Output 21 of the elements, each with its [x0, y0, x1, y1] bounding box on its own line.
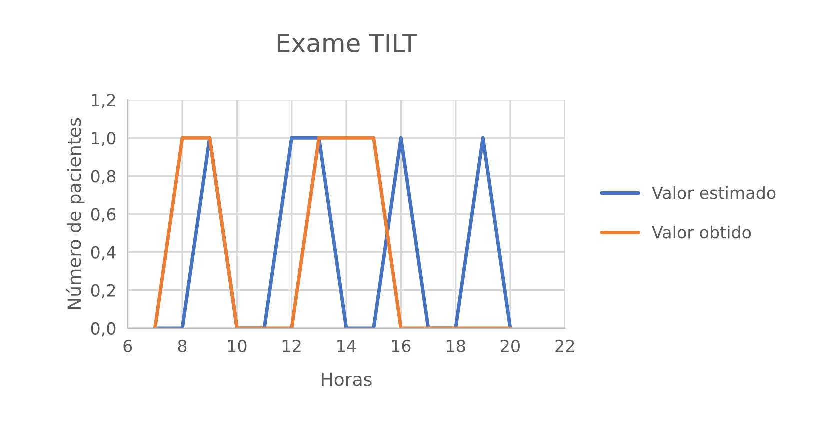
chart-title: Exame TILT — [278, 34, 418, 53]
x-tick-label: 12 — [283, 340, 301, 352]
x-tick-label: 8 — [178, 340, 187, 352]
x-tick-label: 6 — [124, 340, 132, 352]
y-tick-label: 1,0 — [92, 132, 116, 146]
y-tick-label: 0,8 — [91, 170, 116, 184]
y-tick-label: 0,0 — [91, 322, 116, 337]
legend-label: Valor obtido — [652, 226, 752, 239]
x-tick-label: 16 — [392, 340, 411, 352]
y-tick-label: 0,2 — [91, 284, 116, 299]
y-axis-title: Número de pacientes — [66, 118, 85, 310]
x-tick-label: 10 — [228, 340, 247, 352]
x-tick-label: 22 — [556, 340, 574, 352]
legend-label: Valor estimado — [652, 186, 776, 200]
x-axis-title: Horas — [322, 372, 372, 386]
x-tick-label: 20 — [501, 340, 520, 352]
y-tick-label: 1,2 — [92, 94, 116, 108]
y-tick-label: 0,4 — [91, 246, 116, 261]
x-tick-label: 14 — [338, 340, 356, 352]
x-tick-label: 18 — [447, 340, 466, 352]
y-tick-label: 0,6 — [91, 208, 116, 223]
